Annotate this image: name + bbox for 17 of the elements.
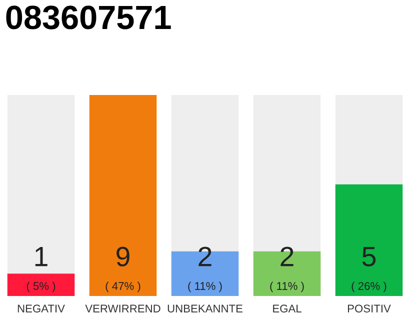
data-label: 2	[280, 246, 294, 266]
x-tick-label: VERWIRREND	[85, 304, 160, 312]
data-label: 9	[116, 246, 130, 266]
annotation: ( 11% )	[188, 282, 222, 292]
annotation: ( 11% )	[270, 282, 304, 292]
bar	[7, 274, 75, 296]
x-tick-label: EGAL	[273, 304, 302, 312]
annotation: ( 5% )	[26, 282, 56, 292]
chart-title: 083607571	[6, 6, 171, 30]
x-tick-label: POSITIV	[348, 304, 391, 312]
data-label: 2	[198, 246, 212, 266]
x-tick-label: UNBEKANNTE	[168, 304, 242, 312]
data-label: 5	[362, 247, 376, 266]
annotation: ( 47% )	[106, 282, 140, 292]
data-label: 1	[35, 247, 48, 266]
annotation: ( 26% )	[352, 282, 386, 292]
x-tick-label: NEGATIV	[18, 304, 65, 312]
